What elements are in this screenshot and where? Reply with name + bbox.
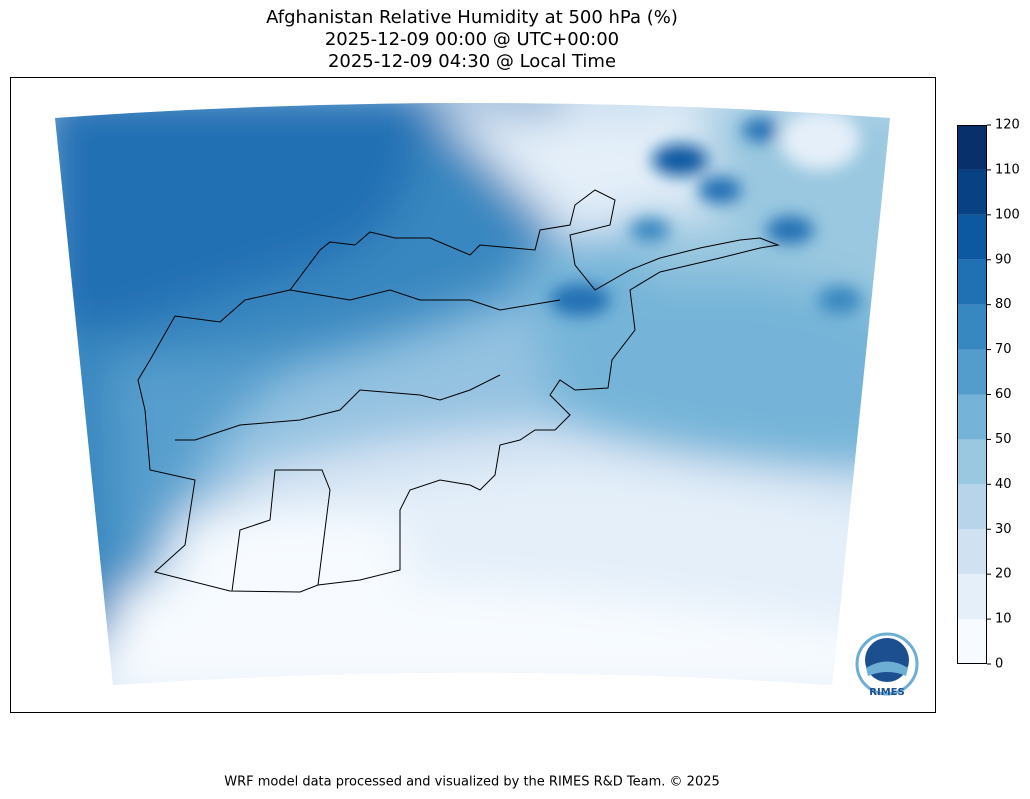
logo-text: RIMES: [869, 687, 904, 698]
subtitle: 2025-12-09 04:30 @ Local Time: [328, 51, 616, 72]
colorbar-segment: [957, 214, 987, 260]
tick-label: 20: [995, 567, 1012, 582]
colorbar-segment: [957, 169, 987, 215]
colorbar-segment: [957, 484, 987, 530]
title-block: Afghanistan Relative Humidity at 500 hPa…: [266, 7, 678, 72]
tick-label: 90: [995, 252, 1012, 267]
colorbar-segment: [957, 259, 987, 305]
subtitle: 2025-12-09 00:00 @ UTC+00:00: [325, 29, 619, 50]
colorbar-segment: [957, 574, 987, 620]
tick-label: 0: [995, 657, 1003, 672]
logo: RIMES: [855, 632, 919, 698]
tick-label: 50: [995, 432, 1012, 447]
tick-label: 120: [995, 118, 1020, 133]
colorbar-segment: [957, 529, 987, 575]
tick-label: 80: [995, 297, 1012, 312]
colorbar: 0 10 20 30 40 50 60 70 80 90 100 110 120: [957, 118, 1020, 672]
tick-label: 30: [995, 522, 1012, 537]
footer: WRF model data processed and visualized …: [224, 775, 720, 790]
colorbar-segment: [957, 619, 987, 664]
colorbar-frame: [957, 125, 987, 664]
colorbar-segment: [957, 125, 987, 170]
tick-label: 100: [995, 207, 1020, 222]
title: Afghanistan Relative Humidity at 500 hPa…: [266, 7, 678, 28]
humidity-field: [55, 103, 890, 685]
tick-label: 60: [995, 387, 1012, 402]
colorbar-segment: [957, 439, 987, 485]
tick-label: 10: [995, 612, 1012, 627]
colorbar-segment: [957, 349, 987, 395]
tick-label: 70: [995, 342, 1012, 357]
colorbar-segment: [957, 304, 987, 350]
tick-label: 110: [995, 162, 1020, 177]
tick-label: 40: [995, 477, 1012, 492]
country-outline: [137, 189, 780, 593]
colorbar-segment: [957, 394, 987, 440]
